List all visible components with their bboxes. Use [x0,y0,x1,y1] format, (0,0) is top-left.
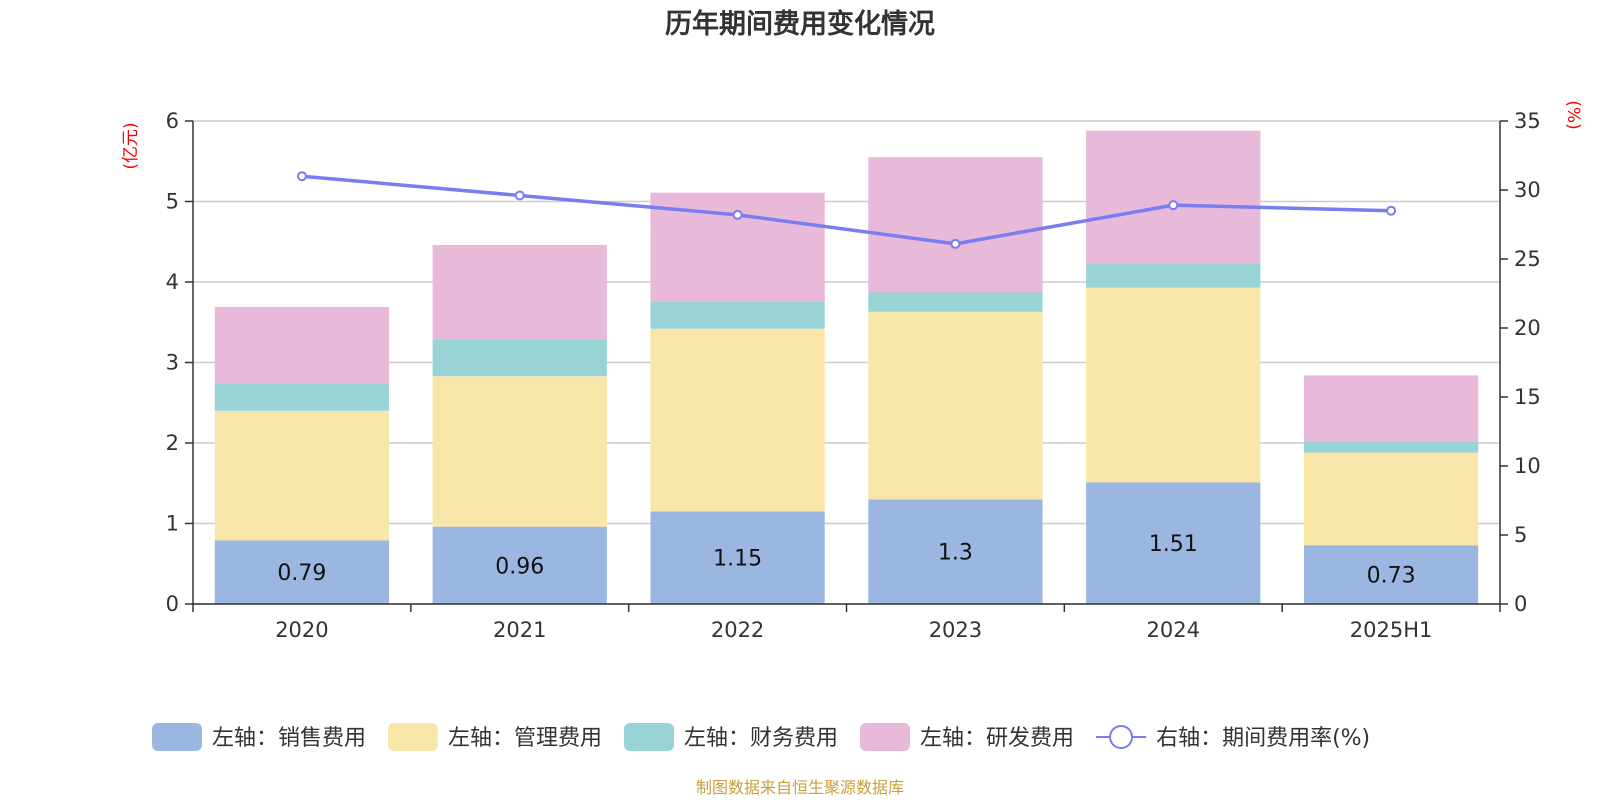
bar-data-label: 1.3 [938,541,973,566]
right-tick-label: 30 [1514,178,1541,202]
bar-segment [868,292,1043,312]
legend: 左轴：销售费用 左轴：管理费用 左轴：财务费用 左轴：研发费用 右轴：期间费用率(%) [152,723,1370,751]
rate-point [1386,205,1397,216]
right-axis-unit: (%) [1563,100,1583,129]
source-note: 制图数据来自恒生聚源数据库 [696,778,904,797]
left-tick-label: 3 [166,351,179,375]
bar-data-label: 0.79 [277,561,326,586]
x-tick-label: 2021 [493,618,546,642]
legend-swatch [860,723,911,751]
bar-segment [1086,287,1261,483]
legend-label: 左轴：管理费用 [448,726,602,751]
left-tick-label: 0 [166,592,179,616]
bar-segment [214,306,390,384]
rate-line [301,174,1392,246]
right-tick-label: 20 [1514,316,1541,340]
left-tick-label: 2 [166,431,179,455]
x-tick-label: 2020 [275,618,328,642]
bar-segment [214,540,390,604]
rate-point [950,238,961,249]
rate-point [1168,200,1179,211]
left-tick-label: 1 [166,512,179,536]
bar-data-label: 1.51 [1149,532,1198,557]
bar-segment [650,511,825,604]
legend-swatch [152,723,202,751]
left-axis-unit: (亿元) [121,122,141,169]
bar-segment [868,157,1043,293]
bar-segment [1303,452,1479,546]
legend-swatch [388,723,439,751]
bar-data-label: 0.73 [1367,564,1416,589]
right-tick-label: 35 [1514,109,1541,133]
grid-lines [193,120,1500,605]
left-tick-label: 4 [166,270,179,294]
bar-segment [1086,263,1261,288]
x-tick-label: 2022 [711,618,764,642]
x-tick-label: 2025H1 [1350,618,1433,642]
bar-segment [1303,545,1479,604]
legend-marker [1109,725,1134,749]
right-tick-label: 15 [1514,385,1541,409]
right-tick-label: 10 [1514,454,1541,478]
rate-point [732,209,743,220]
bar-data-label: 0.96 [495,554,544,579]
bar-segment [868,311,1043,500]
left-tick-label: 5 [166,190,179,214]
rate-line-series [296,171,1397,249]
rate-point [296,171,307,182]
right-tick-label: 0 [1514,592,1527,616]
bar-segment [432,526,607,604]
bar-segment [432,244,607,340]
bar-segment [650,301,825,329]
bar-series: 0.79 0.96 1.15 1.3 1.51 0.73 [214,130,1479,604]
bar-segment [432,339,607,377]
right-tick-label: 25 [1514,247,1541,271]
x-tick-label: 2024 [1147,618,1200,642]
bar-segment [432,376,607,527]
legend-label: 左轴：研发费用 [920,726,1074,751]
right-tick-label: 5 [1514,523,1527,547]
chart-title: 历年期间费用变化情况 [665,8,935,40]
bar-segment [1086,482,1261,604]
bar-segment [1303,441,1479,453]
bar-data-label: 1.15 [713,547,762,572]
bar-segment [650,328,825,512]
bar-segment [868,499,1043,604]
left-tick-label: 6 [166,109,179,133]
axes: 0 1 2 3 4 5 6 0 5 10 15 20 25 30 35 2020 2021 2022 2023 202… [166,109,1541,642]
legend-label: 左轴：销售费用 [212,726,366,751]
legend-swatch [624,723,675,751]
legend-label: 左轴：财务费用 [684,726,838,751]
bar-segment [1086,130,1261,264]
rate-point [514,190,525,201]
legend-label: 右轴：期间费用率(%) [1156,726,1370,751]
bar-segment [1303,375,1479,442]
x-tick-label: 2023 [929,618,982,642]
bar-segment [214,410,390,541]
bar-segment [214,383,390,411]
